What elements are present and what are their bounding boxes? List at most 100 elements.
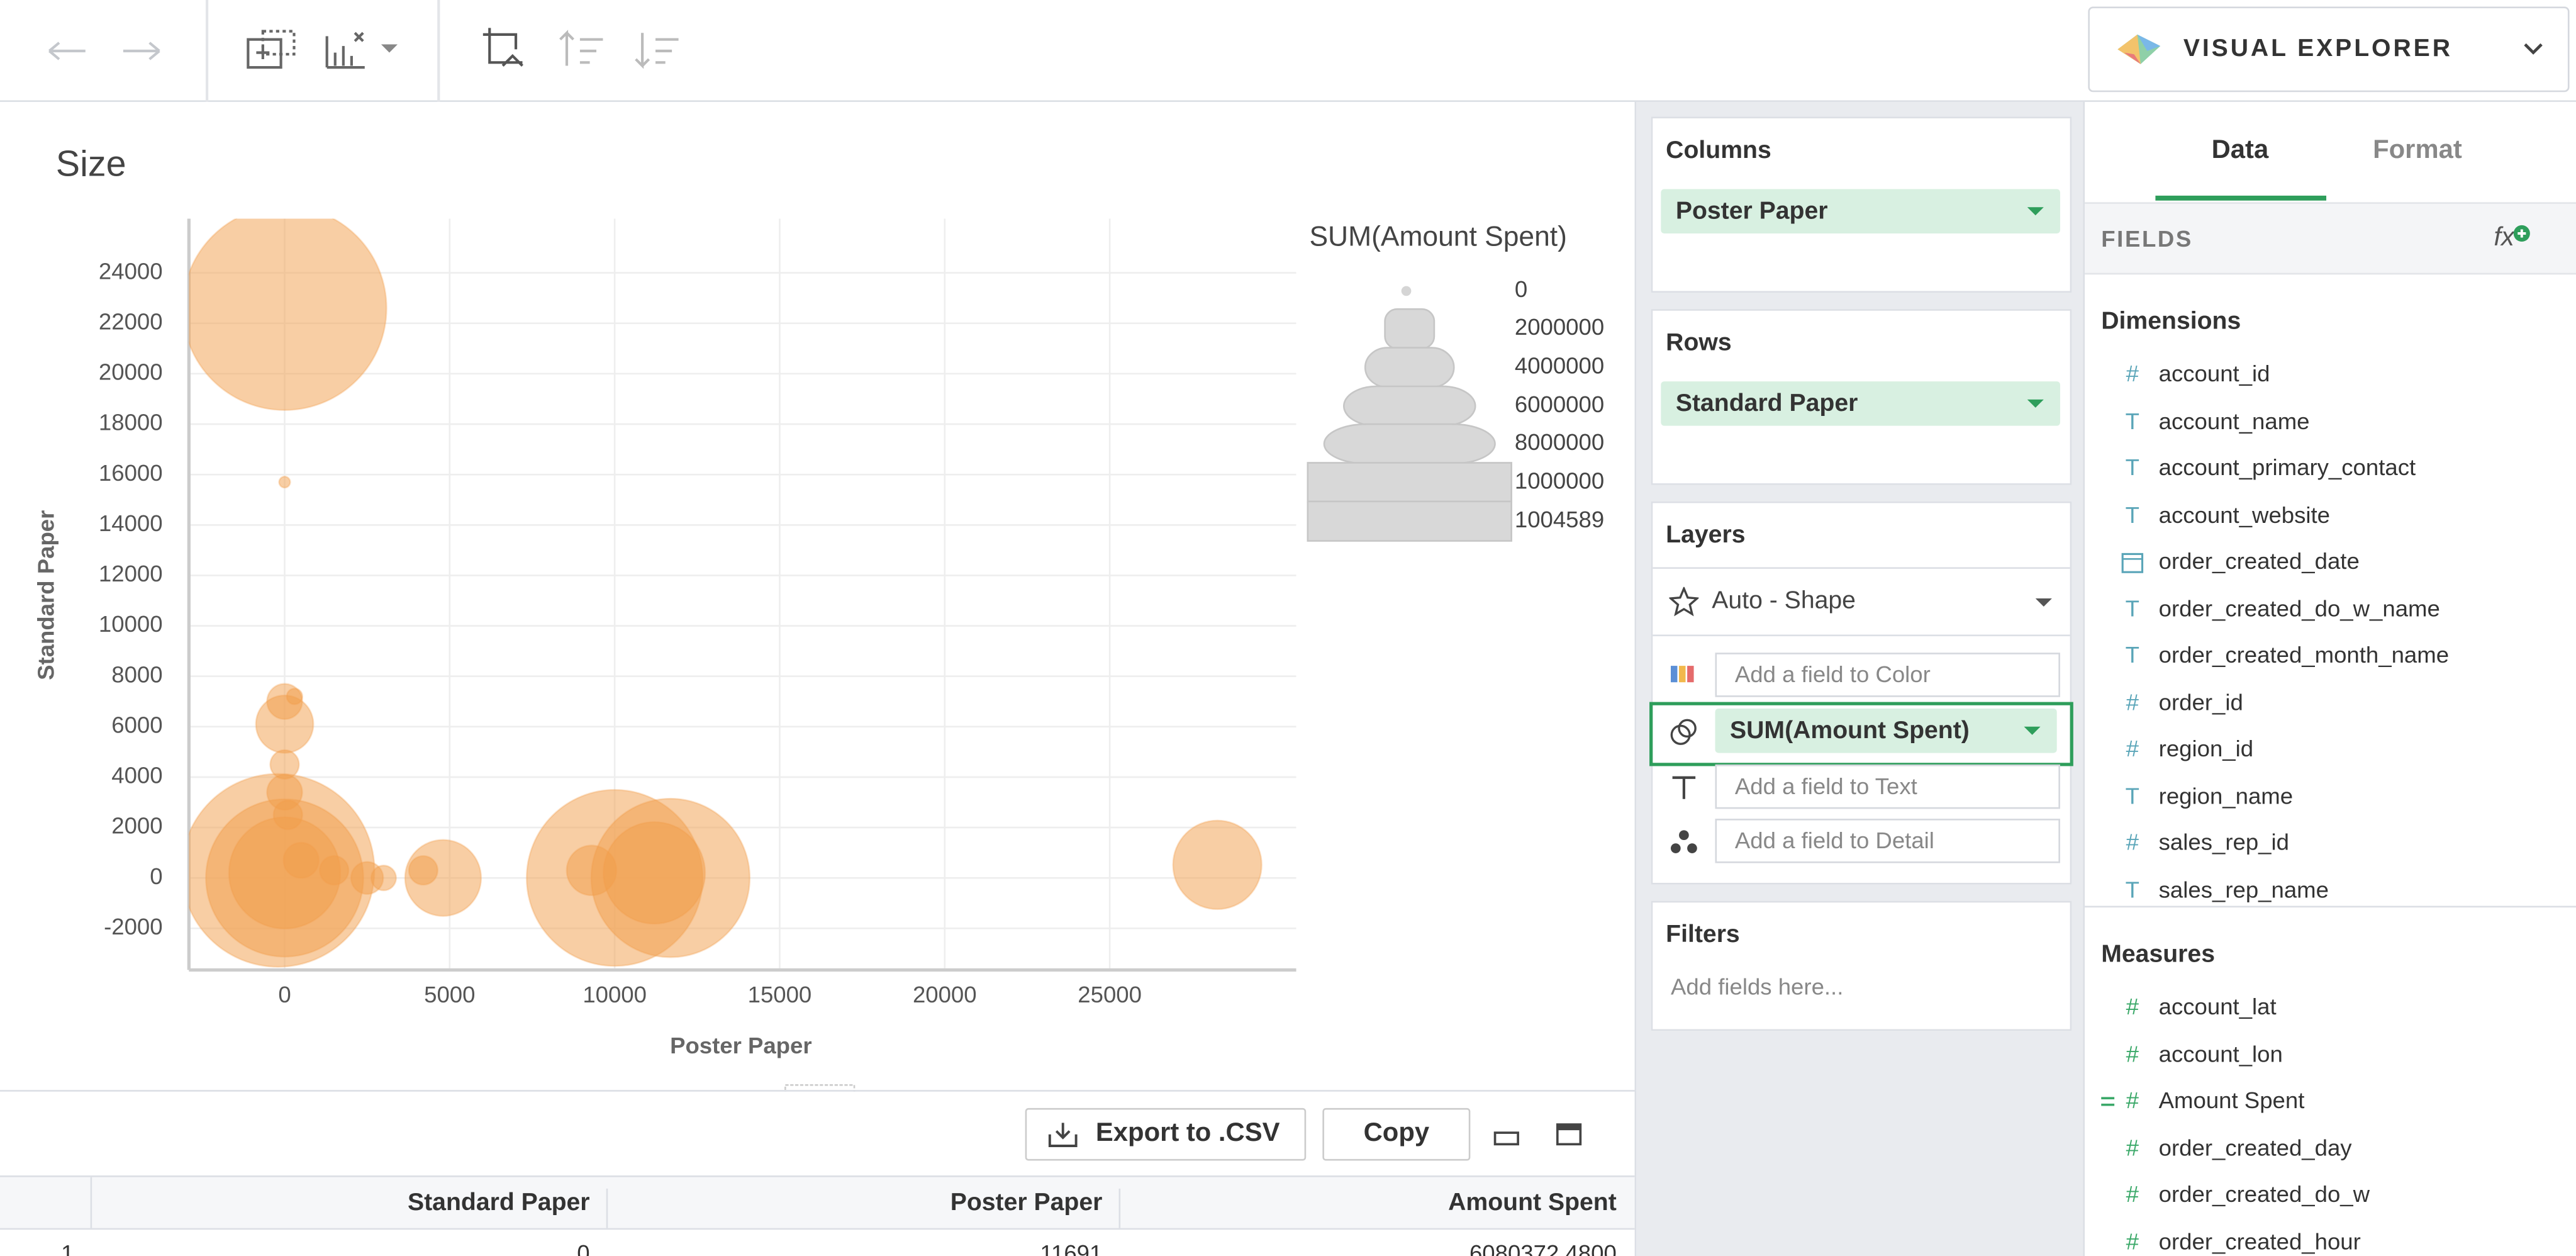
y-tick-label: 14000 xyxy=(99,510,163,536)
dimension-field[interactable]: account_primary_contact xyxy=(2158,454,2416,480)
number-icon: # xyxy=(2126,734,2139,761)
y-tick-label: 8000 xyxy=(111,661,162,687)
measure-icon: # xyxy=(2126,1227,2139,1254)
size-icon xyxy=(1670,719,1697,745)
minimize-pane[interactable] xyxy=(1493,1131,1519,1146)
size-legend-label: 8000000 xyxy=(1515,429,1604,455)
measure-field[interactable]: Amount Spent xyxy=(2158,1086,2305,1113)
app-switcher[interactable]: VISUAL EXPLORER xyxy=(2088,6,2570,93)
chart: Poster Paper Standard Paper SUM(Amount S… xyxy=(33,218,1604,1092)
text-slot[interactable]: Add a field to Text xyxy=(1715,764,2060,809)
sort-asc-icon[interactable] xyxy=(559,30,603,66)
text-icon xyxy=(1672,776,1696,799)
bubble xyxy=(603,821,706,925)
dimension-field[interactable]: region_name xyxy=(2158,782,2294,809)
measure-field[interactable]: order_created_do_w xyxy=(2158,1180,2370,1207)
dimension-field[interactable]: account_id xyxy=(2158,360,2270,386)
bubble xyxy=(404,839,482,917)
detail-slot[interactable]: Add a field to Detail xyxy=(1715,819,2060,863)
format-tab[interactable]: Format xyxy=(2373,136,2462,165)
y-tick-label: 2000 xyxy=(111,813,162,839)
text-icon: T xyxy=(2125,641,2140,668)
size-pill[interactable]: SUM(Amount Spent) xyxy=(1715,709,2057,753)
columns-shelf: Columns Poster Paper xyxy=(1651,116,2072,293)
measure-icon: # xyxy=(2126,1086,2139,1113)
dimension-field[interactable]: order_created_month_name xyxy=(2158,641,2450,668)
sort-desc-icon[interactable] xyxy=(635,33,679,69)
data-tab[interactable]: Data xyxy=(2211,136,2269,165)
size-legend-label: 0 xyxy=(1515,276,1527,302)
copy-button[interactable]: Copy xyxy=(1322,1107,1471,1161)
column-header[interactable]: Poster Paper xyxy=(608,1188,1121,1228)
app-name: VISUAL EXPLORER xyxy=(2183,34,2453,63)
mark-type-label: Auto - Shape xyxy=(1712,586,1856,615)
number-icon: # xyxy=(2126,360,2139,386)
chart-title: Size xyxy=(55,143,126,184)
dimension-field[interactable]: sales_rep_name xyxy=(2158,875,2329,902)
clear-chart-icon[interactable] xyxy=(325,31,365,69)
export-csv-label: Export to .CSV xyxy=(1095,1119,1280,1148)
table-pane xyxy=(0,1090,1637,1256)
x-axis-label: Poster Paper xyxy=(670,1033,811,1058)
swap-axes-icon[interactable] xyxy=(482,28,523,67)
text-icon: T xyxy=(2125,500,2140,527)
text-icon: T xyxy=(2125,875,2140,902)
layers-shelf: Layers Auto - Shape Add a field to Color… xyxy=(1649,501,2073,885)
bubble xyxy=(286,687,304,705)
column-header[interactable]: Standard Paper xyxy=(92,1188,608,1228)
bubble xyxy=(370,865,397,892)
tab-underline xyxy=(2155,195,2327,201)
back-icon[interactable] xyxy=(48,42,86,60)
dimension-field[interactable]: order_id xyxy=(2158,688,2243,715)
dimension-field[interactable]: order_created_date xyxy=(2158,547,2360,574)
dimension-field[interactable]: sales_rep_id xyxy=(2158,828,2289,855)
x-tick-label: 0 xyxy=(278,982,291,1007)
measure-field[interactable]: order_created_day xyxy=(2158,1133,2352,1160)
dimension-field[interactable]: order_created_do_w_name xyxy=(2158,594,2440,621)
y-tick-label: 10000 xyxy=(99,611,163,637)
mark-type-select[interactable]: Auto - Shape xyxy=(1653,567,2070,637)
dimension-field[interactable]: region_id xyxy=(2158,734,2254,761)
export-csv-button[interactable]: Export to .CSV xyxy=(1025,1107,1307,1161)
shelf-title: Filters xyxy=(1666,921,1740,949)
text-icon: T xyxy=(2125,407,2140,434)
measure-icon: # xyxy=(2126,1133,2139,1160)
row-header-corner xyxy=(0,1177,92,1228)
rows-shelf: Rows Standard Paper xyxy=(1651,309,2072,485)
dropdown-caret[interactable] xyxy=(381,44,398,53)
measure-icon: # xyxy=(2126,1180,2139,1207)
text-icon: T xyxy=(2125,594,2140,621)
bubble xyxy=(1172,819,1263,911)
forward-icon[interactable] xyxy=(123,42,160,60)
detail-icon xyxy=(1670,830,1697,853)
filters-placeholder[interactable]: Add fields here... xyxy=(1670,973,1844,1000)
dimension-field[interactable]: account_name xyxy=(2158,407,2310,434)
column-header[interactable]: Amount Spent xyxy=(1448,1188,1617,1217)
measure-field[interactable]: order_created_hour xyxy=(2158,1227,2361,1254)
bubble xyxy=(278,476,291,489)
text-icon: T xyxy=(2125,454,2140,480)
field-pill[interactable]: Poster Paper xyxy=(1661,189,2060,233)
add-formula-icon[interactable]: fx xyxy=(2490,220,2536,256)
measure-field[interactable]: account_lat xyxy=(2158,993,2277,1019)
size-legend-swatch xyxy=(1307,462,1512,503)
measure-icon: # xyxy=(2126,993,2139,1019)
size-legend-swatch xyxy=(1401,286,1412,296)
measures-section xyxy=(2085,906,2576,1256)
bubble xyxy=(319,855,350,886)
bubble xyxy=(272,799,303,831)
field-pill[interactable]: Standard Paper xyxy=(1661,381,2060,426)
x-tick-label: 20000 xyxy=(913,982,977,1007)
maximize-pane[interactable] xyxy=(1556,1123,1582,1146)
bubble xyxy=(189,218,388,411)
svg-text:fx: fx xyxy=(2494,221,2516,251)
size-legend-label: 2000000 xyxy=(1515,314,1604,340)
dimension-field[interactable]: account_website xyxy=(2158,500,2331,527)
filters-shelf: Filters Add fields here... xyxy=(1651,900,2072,1031)
fields-header-bar xyxy=(2085,202,2576,275)
star-icon xyxy=(1669,586,1699,617)
measure-field[interactable]: account_lon xyxy=(2158,1040,2283,1067)
color-slot[interactable]: Add a field to Color xyxy=(1715,653,2060,697)
